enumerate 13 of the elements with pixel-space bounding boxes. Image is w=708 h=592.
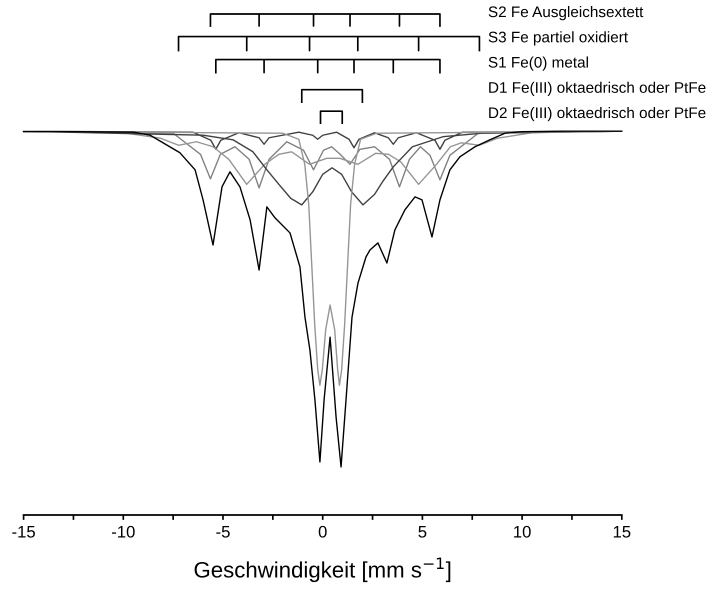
x-tick-label: -5 [216,526,230,538]
x-axis-title: Geschwindigkeit [mm s$^{−1}$] [194,558,450,582]
text: S2 Fe Ausgleichsextett [488,6,644,20]
text: D2 Fe(III) oktaedrisch oder PtFe [489,106,706,122]
x-tick-label: -10 [112,526,135,538]
text: D1 Fe(III) oktaedrisch oder PtFe [489,82,706,96]
x-tick-label: 0 [318,526,327,538]
series-label: S3 Fe partiel oxidiert [488,31,628,46]
x-tick-label: 5 [418,526,426,538]
x-tick-label: 15 [614,526,630,538]
x-tick-label: 10 [514,526,531,538]
x-tick-label: -15 [12,526,35,538]
text: S1 Fe(0) metal [488,56,588,71]
